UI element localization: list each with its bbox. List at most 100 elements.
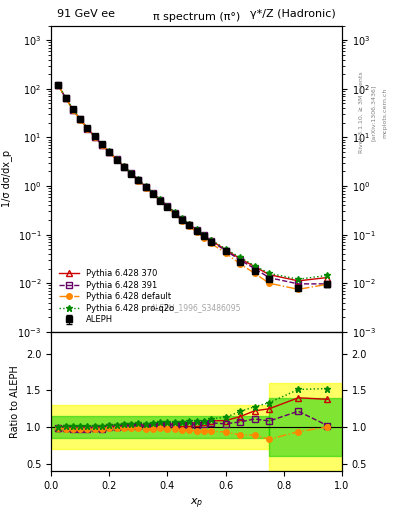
Pythia 6.428 370 [187, 221, 192, 227]
Pythia 6.428 pro-q2o [107, 148, 112, 155]
Pythia 6.428 default [151, 191, 155, 197]
Pythia 6.428 391 [223, 247, 228, 253]
Pythia 6.428 391 [165, 203, 170, 209]
Pythia 6.428 391 [209, 238, 213, 244]
Pythia 6.428 default [325, 281, 330, 287]
Pythia 6.428 370 [180, 216, 184, 222]
Pythia 6.428 default [223, 250, 228, 256]
Pythia 6.428 391 [136, 177, 141, 183]
Pythia 6.428 default [202, 234, 206, 241]
Pythia 6.428 370 [143, 184, 148, 190]
Line: Pythia 6.428 default: Pythia 6.428 default [55, 82, 330, 292]
Y-axis label: 1/σ dσ/dx_p: 1/σ dσ/dx_p [1, 150, 12, 207]
Pythia 6.428 370 [129, 170, 134, 176]
Pythia 6.428 370 [158, 197, 163, 203]
Pythia 6.428 370 [71, 106, 75, 113]
Pythia 6.428 pro-q2o [158, 196, 163, 202]
Pythia 6.428 default [165, 204, 170, 210]
Pythia 6.428 default [63, 95, 68, 101]
Pythia 6.428 370 [165, 203, 170, 209]
Pythia 6.428 default [158, 198, 163, 204]
Pythia 6.428 pro-q2o [238, 254, 242, 261]
Pythia 6.428 370 [296, 278, 301, 284]
Pythia 6.428 391 [296, 281, 301, 287]
Pythia 6.428 391 [100, 142, 105, 148]
Pythia 6.428 pro-q2o [151, 189, 155, 196]
Pythia 6.428 391 [107, 149, 112, 155]
Pythia 6.428 391 [252, 266, 257, 272]
Pythia 6.428 default [238, 261, 242, 267]
Pythia 6.428 pro-q2o [173, 209, 177, 216]
X-axis label: $x_p$: $x_p$ [190, 496, 203, 510]
Pythia 6.428 default [296, 286, 301, 292]
Text: γ*/Z (Hadronic): γ*/Z (Hadronic) [250, 10, 336, 19]
Pythia 6.428 391 [121, 163, 126, 169]
Y-axis label: Ratio to ALEPH: Ratio to ALEPH [11, 365, 20, 438]
Pythia 6.428 391 [180, 216, 184, 222]
Pythia 6.428 391 [85, 125, 90, 132]
Pythia 6.428 default [180, 218, 184, 224]
Pythia 6.428 391 [143, 184, 148, 190]
Title: π spectrum (π°): π spectrum (π°) [153, 12, 240, 22]
Pythia 6.428 391 [158, 197, 163, 203]
Pythia 6.428 370 [100, 142, 105, 148]
Pythia 6.428 370 [136, 177, 141, 183]
Pythia 6.428 default [252, 270, 257, 276]
Text: [arXiv:1306.3436]: [arXiv:1306.3436] [371, 84, 376, 141]
Pythia 6.428 default [85, 126, 90, 132]
Pythia 6.428 pro-q2o [71, 106, 75, 112]
Pythia 6.428 default [136, 178, 141, 184]
Text: mcplots.cern.ch: mcplots.cern.ch [383, 88, 387, 138]
Pythia 6.428 default [107, 149, 112, 155]
Pythia 6.428 391 [238, 257, 242, 263]
Text: 91 GeV ee: 91 GeV ee [57, 10, 115, 19]
Pythia 6.428 pro-q2o [194, 226, 199, 232]
Pythia 6.428 370 [194, 226, 199, 232]
Pythia 6.428 pro-q2o [180, 216, 184, 222]
Pythia 6.428 370 [238, 255, 242, 262]
Text: Rivet 3.1.10, ≥ 3M events: Rivet 3.1.10, ≥ 3M events [359, 72, 364, 154]
Pythia 6.428 pro-q2o [129, 169, 134, 176]
Pythia 6.428 pro-q2o [136, 176, 141, 182]
Pythia 6.428 391 [194, 227, 199, 233]
Pythia 6.428 pro-q2o [325, 272, 330, 279]
Pythia 6.428 pro-q2o [267, 270, 272, 276]
Pythia 6.428 370 [267, 271, 272, 278]
Pythia 6.428 pro-q2o [78, 116, 83, 122]
Pythia 6.428 391 [151, 190, 155, 196]
Pythia 6.428 391 [63, 95, 68, 101]
Pythia 6.428 default [267, 280, 272, 286]
Pythia 6.428 default [194, 229, 199, 235]
Pythia 6.428 370 [121, 163, 126, 169]
Pythia 6.428 pro-q2o [121, 163, 126, 169]
Text: ALEPH_1996_S3486095: ALEPH_1996_S3486095 [151, 303, 242, 312]
Pythia 6.428 default [209, 240, 213, 246]
Pythia 6.428 391 [187, 222, 192, 228]
Pythia 6.428 370 [63, 95, 68, 101]
Pythia 6.428 391 [92, 134, 97, 140]
Pythia 6.428 default [173, 211, 177, 217]
Pythia 6.428 370 [209, 238, 213, 244]
Pythia 6.428 pro-q2o [296, 276, 301, 282]
Pythia 6.428 391 [78, 116, 83, 122]
Pythia 6.428 370 [173, 210, 177, 216]
Pythia 6.428 default [121, 164, 126, 170]
Line: Pythia 6.428 pro-q2o: Pythia 6.428 pro-q2o [55, 81, 331, 283]
Pythia 6.428 pro-q2o [187, 221, 192, 227]
Legend: Pythia 6.428 370, Pythia 6.428 391, Pythia 6.428 default, Pythia 6.428 pro-q2o, : Pythia 6.428 370, Pythia 6.428 391, Pyth… [55, 266, 178, 328]
Pythia 6.428 pro-q2o [143, 183, 148, 189]
Pythia 6.428 370 [202, 232, 206, 238]
Pythia 6.428 370 [325, 274, 330, 281]
Pythia 6.428 default [71, 106, 75, 113]
Pythia 6.428 370 [223, 247, 228, 253]
Pythia 6.428 391 [114, 156, 119, 162]
Pythia 6.428 default [129, 171, 134, 177]
Pythia 6.428 370 [114, 156, 119, 162]
Pythia 6.428 default [78, 117, 83, 123]
Pythia 6.428 391 [325, 281, 330, 287]
Pythia 6.428 pro-q2o [252, 263, 257, 269]
Pythia 6.428 default [187, 223, 192, 229]
Pythia 6.428 370 [85, 125, 90, 132]
Pythia 6.428 pro-q2o [56, 82, 61, 88]
Pythia 6.428 pro-q2o [165, 203, 170, 209]
